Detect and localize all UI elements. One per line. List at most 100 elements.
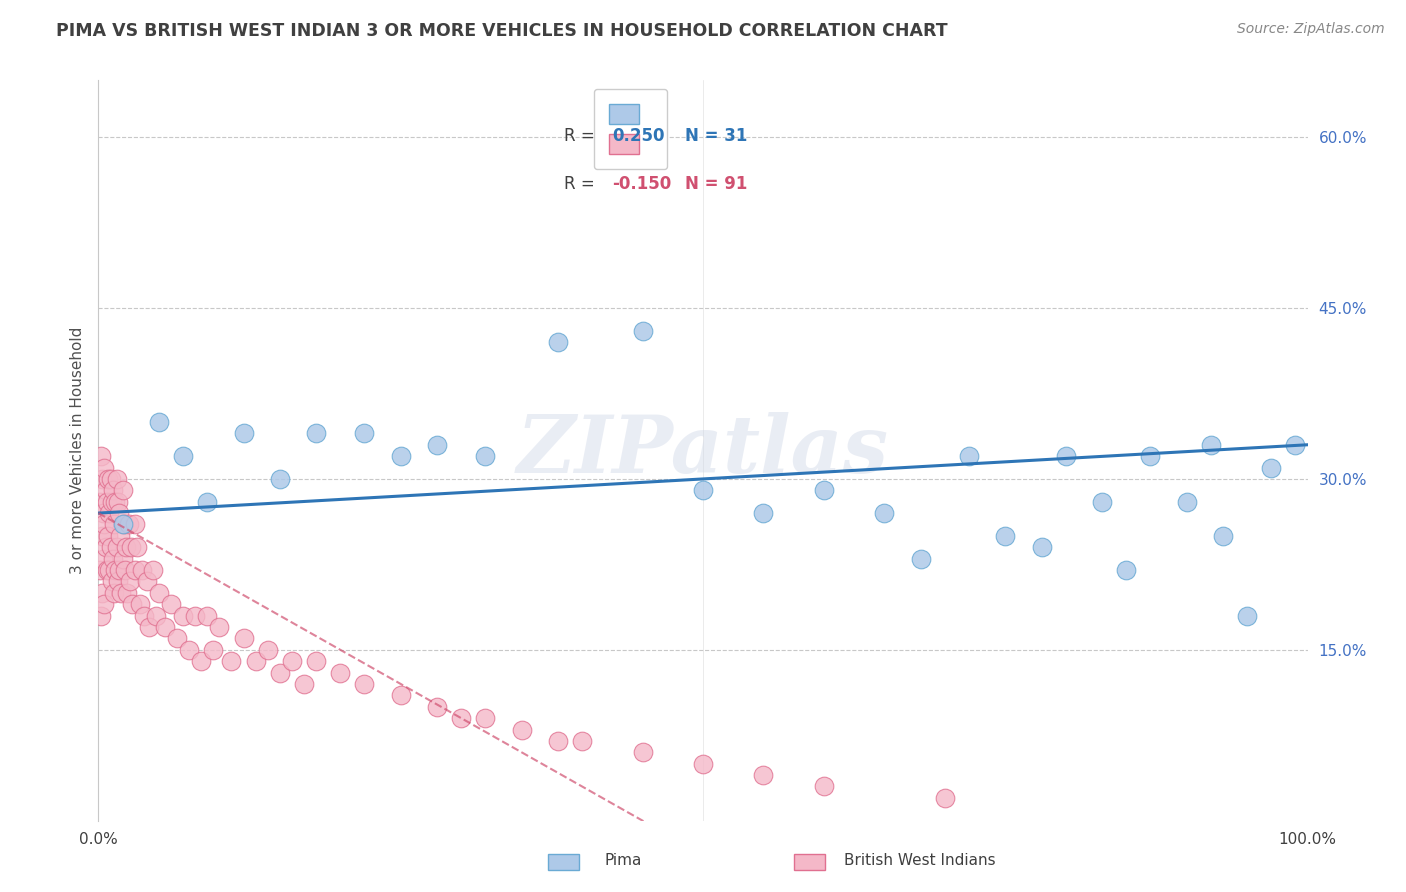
Point [547, 335, 569, 350]
Point [474, 449, 496, 463]
Point [100, 472, 122, 486]
Point [104, 563, 127, 577]
Point [813, 780, 835, 794]
Point [110, 586, 132, 600]
Point [128, 597, 150, 611]
Point [100, 574, 122, 589]
Point [1284, 438, 1306, 452]
Point [103, 586, 125, 600]
Point [752, 506, 775, 520]
Point [172, 608, 194, 623]
Y-axis label: 3 or more Vehicles in Household: 3 or more Vehicles in Household [69, 326, 84, 574]
Point [195, 608, 218, 623]
Text: R =: R = [564, 127, 600, 145]
Point [111, 517, 134, 532]
Point [100, 541, 122, 555]
Point [1236, 608, 1258, 623]
Point [89, 494, 111, 508]
Point [127, 541, 149, 555]
Point [138, 620, 160, 634]
Point [232, 426, 254, 441]
Point [97, 529, 120, 543]
Point [208, 620, 231, 634]
Point [117, 586, 139, 600]
Point [93, 517, 115, 532]
Point [107, 494, 129, 508]
Text: British West Indians: British West Indians [844, 854, 995, 868]
Point [179, 642, 201, 657]
Point [91, 586, 114, 600]
Point [474, 711, 496, 725]
Text: ZIPatlas: ZIPatlas [517, 412, 889, 489]
Point [195, 494, 218, 508]
Point [1115, 563, 1137, 577]
Point [813, 483, 835, 498]
Point [131, 563, 153, 577]
Point [1091, 494, 1114, 508]
Point [994, 529, 1017, 543]
Point [107, 574, 129, 589]
Point [148, 586, 170, 600]
Point [957, 449, 980, 463]
Legend: , : , [593, 88, 666, 169]
Text: 0.250: 0.250 [613, 127, 665, 145]
Point [1175, 494, 1198, 508]
Point [547, 734, 569, 748]
Text: R =: R = [564, 175, 600, 193]
Point [90, 608, 112, 623]
Point [329, 665, 352, 680]
Point [114, 563, 136, 577]
Point [934, 790, 956, 805]
Point [98, 506, 121, 520]
Point [104, 494, 127, 508]
Point [910, 551, 932, 566]
Point [124, 517, 146, 532]
Point [105, 541, 128, 555]
Point [120, 541, 142, 555]
Point [269, 472, 291, 486]
Point [692, 483, 714, 498]
Point [98, 563, 121, 577]
Point [1199, 438, 1222, 452]
Point [353, 677, 375, 691]
Point [166, 632, 188, 646]
Point [1212, 529, 1234, 543]
Point [305, 654, 328, 668]
Point [121, 597, 143, 611]
Point [103, 517, 125, 532]
Point [281, 654, 304, 668]
Point [124, 563, 146, 577]
Point [91, 529, 114, 543]
Point [450, 711, 472, 725]
Point [232, 632, 254, 646]
Point [1260, 460, 1282, 475]
Point [91, 472, 114, 486]
Point [111, 483, 134, 498]
Point [101, 483, 124, 498]
Point [96, 563, 118, 577]
Point [153, 620, 176, 634]
Point [292, 677, 315, 691]
Point [1031, 541, 1053, 555]
Point [108, 506, 131, 520]
Point [221, 654, 243, 668]
Point [96, 494, 118, 508]
Point [172, 449, 194, 463]
Point [108, 529, 131, 543]
Text: Source: ZipAtlas.com: Source: ZipAtlas.com [1237, 22, 1385, 37]
Point [91, 551, 114, 566]
Point [571, 734, 593, 748]
Point [148, 415, 170, 429]
Point [631, 745, 654, 759]
Point [93, 460, 115, 475]
Text: N = 31: N = 31 [685, 127, 747, 145]
Point [97, 472, 120, 486]
Point [389, 689, 412, 703]
Point [631, 324, 654, 338]
Point [160, 597, 183, 611]
Text: -0.150: -0.150 [613, 175, 672, 193]
Point [269, 665, 291, 680]
Point [245, 654, 267, 668]
Point [256, 642, 278, 657]
Point [873, 506, 896, 520]
